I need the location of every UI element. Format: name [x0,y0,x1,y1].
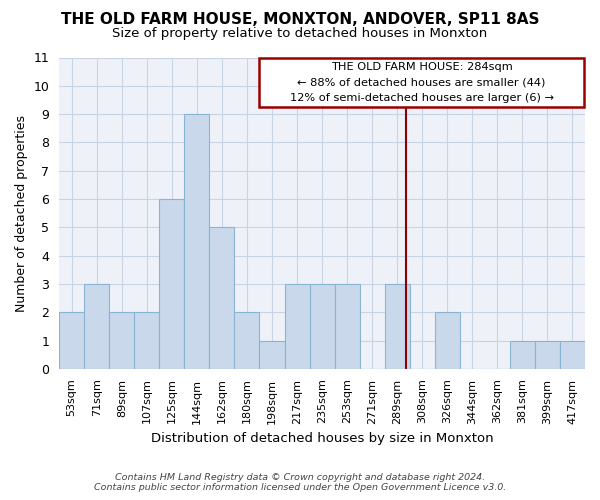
Text: Contains HM Land Registry data © Crown copyright and database right 2024.
Contai: Contains HM Land Registry data © Crown c… [94,473,506,492]
Bar [435,312,460,369]
Bar [385,284,410,369]
Bar [310,284,335,369]
Bar [535,340,560,369]
Bar [184,114,209,369]
X-axis label: Distribution of detached houses by size in Monxton: Distribution of detached houses by size … [151,432,493,445]
Text: THE OLD FARM HOUSE, MONXTON, ANDOVER, SP11 8AS: THE OLD FARM HOUSE, MONXTON, ANDOVER, SP… [61,12,539,28]
Bar [84,284,109,369]
Bar [560,340,585,369]
Bar [160,199,184,369]
Text: Size of property relative to detached houses in Monxton: Size of property relative to detached ho… [112,28,488,40]
Bar [259,340,284,369]
Bar [134,312,160,369]
Y-axis label: Number of detached properties: Number of detached properties [15,114,28,312]
Bar [510,340,535,369]
Bar [109,312,134,369]
FancyBboxPatch shape [259,58,584,107]
Bar [59,312,84,369]
Bar [209,228,235,369]
Bar [235,312,259,369]
Text: THE OLD FARM HOUSE: 284sqm
← 88% of detached houses are smaller (44)
12% of semi: THE OLD FARM HOUSE: 284sqm ← 88% of deta… [290,62,554,103]
Bar [284,284,310,369]
Bar [335,284,359,369]
